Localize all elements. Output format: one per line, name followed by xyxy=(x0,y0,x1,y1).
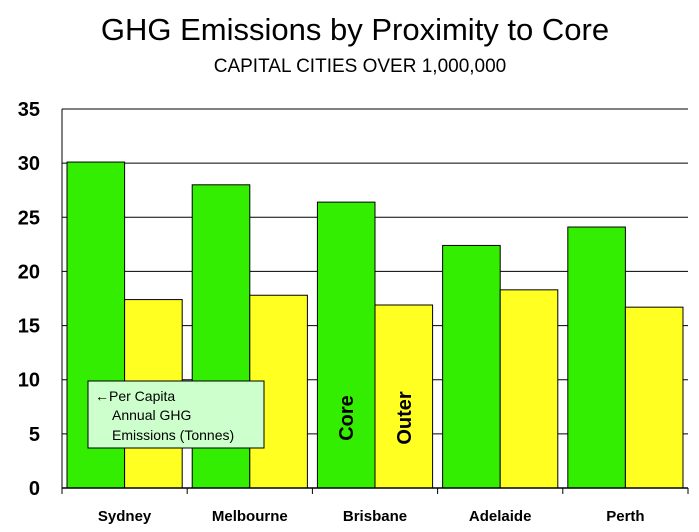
series-label-core: Core xyxy=(336,395,358,441)
bar-outer-adelaide xyxy=(499,289,559,489)
chart-subtitle: CAPITAL CITIES OVER 1,000,000 xyxy=(214,56,507,77)
bar-outer-brisbane xyxy=(374,304,434,489)
category-label: Perth xyxy=(606,508,644,525)
y-tick-label: 15 xyxy=(18,316,40,338)
bar-outer-perth xyxy=(624,306,684,489)
category-label: Melbourne xyxy=(212,508,288,525)
y-tick-label: 30 xyxy=(18,153,40,175)
chart-title: GHG Emissions by Proximity to Core xyxy=(101,12,609,47)
x-axis xyxy=(61,487,689,494)
annotation-line-1: ←Per Capita xyxy=(95,388,175,404)
category-labels: Sydney Melbourne Brisbane Adelaide Perth xyxy=(98,508,645,525)
series-label-outer: Outer xyxy=(394,391,416,445)
category-label: Adelaide xyxy=(469,508,532,525)
annotation-line-3: Emissions (Tonnes) xyxy=(112,427,234,443)
y-tick-label: 35 xyxy=(18,99,40,121)
bar-core-brisbane xyxy=(316,201,376,489)
category-label: Sydney xyxy=(98,508,152,525)
category-label: Brisbane xyxy=(343,508,407,525)
annotation-box-frame xyxy=(87,380,265,449)
y-tick-label: 20 xyxy=(18,261,40,283)
y-tick-label: 5 xyxy=(29,424,40,446)
y-tick-label: 25 xyxy=(18,207,40,229)
bar-core-perth xyxy=(567,226,626,489)
annotation-line-2: Annual GHG xyxy=(112,407,191,423)
annotation-box: ←Per Capita Annual GHG Emissions (Tonnes… xyxy=(87,380,265,449)
y-tick-label: 0 xyxy=(29,478,40,500)
bar-core-adelaide xyxy=(442,244,501,489)
y-tick-labels: 0 5 10 15 20 25 30 35 xyxy=(18,99,40,500)
y-tick-label: 10 xyxy=(18,370,40,392)
